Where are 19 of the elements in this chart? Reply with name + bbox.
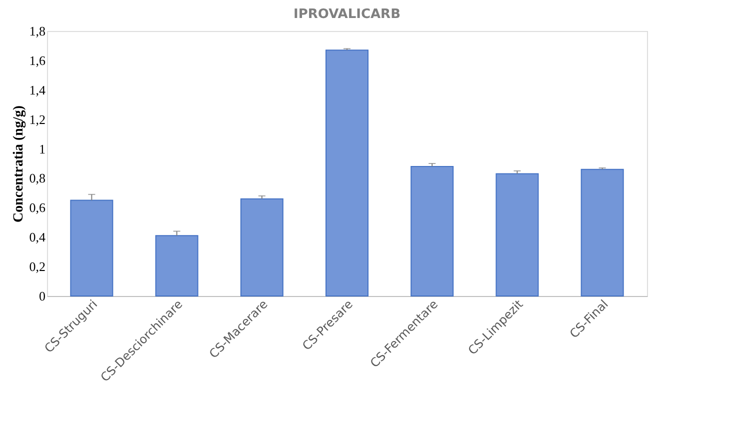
bar bbox=[240, 198, 284, 296]
bar bbox=[326, 50, 368, 296]
bar bbox=[410, 166, 454, 296]
y-tick-label: 0,2 bbox=[29, 259, 46, 274]
chart-title: IPROVALICARB bbox=[294, 7, 400, 22]
bar bbox=[496, 173, 539, 296]
y-tick-label: 1 bbox=[39, 141, 46, 156]
y-tick-label: 1,2 bbox=[29, 112, 46, 127]
y-tick-label: 0,8 bbox=[29, 170, 46, 186]
bar bbox=[580, 168, 624, 296]
y-tick-label: 0,6 bbox=[29, 200, 46, 216]
y-tick-label: 0 bbox=[39, 288, 46, 304]
bar bbox=[155, 235, 198, 296]
y-tick-label: 0,4 bbox=[29, 230, 46, 245]
y-tick-label: 1,4 bbox=[29, 82, 46, 98]
y-tick-label: 1,6 bbox=[29, 52, 46, 68]
bar bbox=[70, 200, 114, 296]
y-axis-title: Concentratia (ng/g) bbox=[11, 105, 26, 223]
y-tick-label: 1,8 bbox=[29, 24, 46, 38]
